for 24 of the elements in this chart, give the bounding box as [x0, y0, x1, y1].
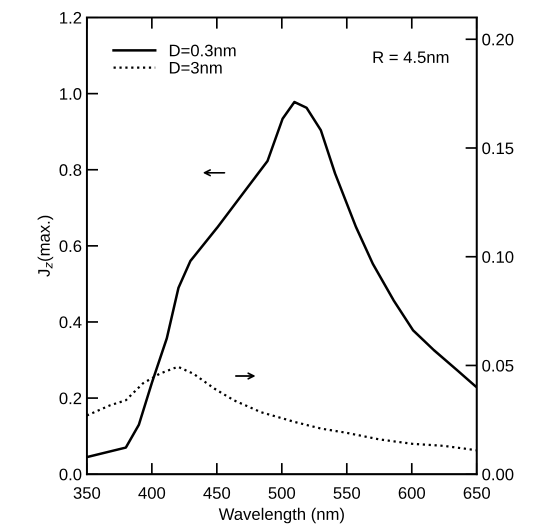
y-axis-title: J$_{z}$(max.): [38, 216, 54, 277]
x-tick-label: 400: [138, 487, 166, 499]
x-axis-title: Wavelength (nm): [218, 508, 344, 524]
y-tick-label: 0.0: [60, 468, 82, 480]
y2-tick-label: 0.00: [482, 468, 514, 480]
annotation: R = 4.5nm: [373, 51, 448, 64]
y-tick-label: 0.4: [60, 316, 82, 328]
y2-tick-label: 0.10: [482, 251, 514, 263]
x-tick-label: 450: [203, 487, 230, 499]
y-tick-label: 1.0: [60, 88, 82, 100]
y2-tick-label: 0.20: [482, 34, 514, 46]
y-tick-label: 0.8: [60, 164, 82, 176]
y2-tick-label: 0.15: [482, 142, 514, 154]
x-tick-label: 650: [464, 487, 490, 499]
y-tick-label: 0.2: [60, 392, 82, 404]
legend-label: D=0.3nm: [170, 44, 236, 56]
x-tick-label: 500: [268, 487, 296, 499]
y2-tick-label: 0.05: [482, 360, 514, 372]
x-tick-label: 550: [334, 487, 360, 499]
y-tick-label: 0.6: [60, 240, 82, 252]
y-tick-label: 1.2: [60, 12, 82, 24]
legend-label: D=3nm: [170, 62, 222, 74]
x-tick-label: 600: [398, 487, 426, 499]
x-tick-label: 350: [74, 487, 100, 499]
